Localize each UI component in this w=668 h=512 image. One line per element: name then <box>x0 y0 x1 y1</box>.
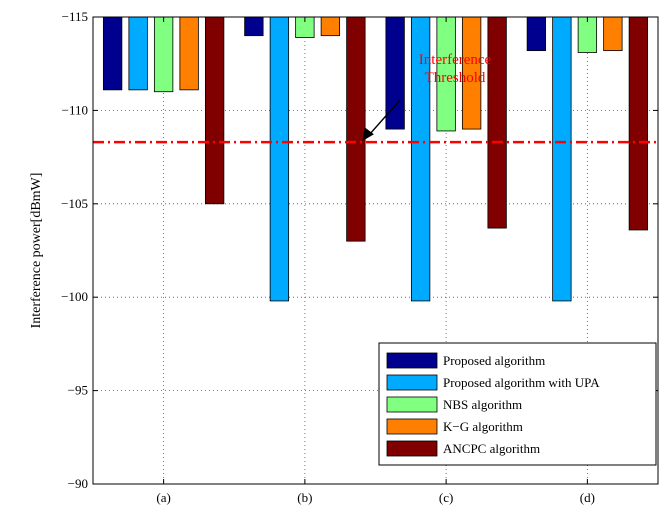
bar <box>204 16 225 205</box>
threshold-annotation-text: Interference <box>419 52 492 68</box>
x-tick-label: (b) <box>297 490 312 505</box>
bar <box>552 16 572 302</box>
y-tick-label: −110 <box>62 102 88 117</box>
threshold-annotation-text: Threshold <box>425 70 486 86</box>
y-tick-label: −90 <box>68 476 88 491</box>
y-tick-label: −95 <box>68 383 88 398</box>
bar <box>102 16 123 91</box>
legend-label: Proposed algorithm with UPA <box>443 375 600 390</box>
y-tick-label: −100 <box>61 289 88 304</box>
x-tick-label: (d) <box>580 490 595 505</box>
x-tick-label: (c) <box>439 490 453 505</box>
y-axis-label: Interference power[dBmW] <box>29 173 44 329</box>
bar <box>603 16 623 52</box>
legend-label: K−G algorithm <box>443 419 523 434</box>
bar <box>128 16 148 91</box>
bar <box>320 16 341 37</box>
legend-swatch <box>386 418 438 435</box>
bar <box>153 16 174 93</box>
bar <box>346 16 366 242</box>
bar <box>269 16 290 302</box>
legend-label: Proposed algorithm <box>443 353 545 368</box>
x-tick-label: (a) <box>156 490 170 505</box>
legend-label: ANCPC algorithm <box>443 441 540 456</box>
y-axis-label-group: Interference power[dBmW] <box>29 173 44 329</box>
bar <box>179 16 199 91</box>
bar <box>577 16 598 53</box>
legend-swatch <box>386 374 438 391</box>
bars <box>102 16 649 302</box>
annotation-arrow-head <box>362 127 374 142</box>
legend: Proposed algorithm Proposed algorithm wit… <box>378 342 657 466</box>
legend-swatch <box>386 440 438 457</box>
y-tick-label: −105 <box>61 196 88 211</box>
bar <box>487 16 507 229</box>
annotation-arrow-shaft <box>367 99 401 137</box>
axis-ticks: −115 −110 −105 −100 −95 −90 (a) (b) (c) (d) <box>61 9 658 505</box>
threshold-annotation: Interference Threshold <box>362 52 492 142</box>
legend-swatch <box>386 352 438 369</box>
bar <box>244 16 264 37</box>
legend-label: NBS algorithm <box>443 397 522 412</box>
plot-frame <box>92 16 659 485</box>
bar <box>526 16 547 52</box>
y-tick-label: −115 <box>62 9 88 24</box>
bar <box>628 16 649 231</box>
legend-swatch <box>386 396 438 413</box>
